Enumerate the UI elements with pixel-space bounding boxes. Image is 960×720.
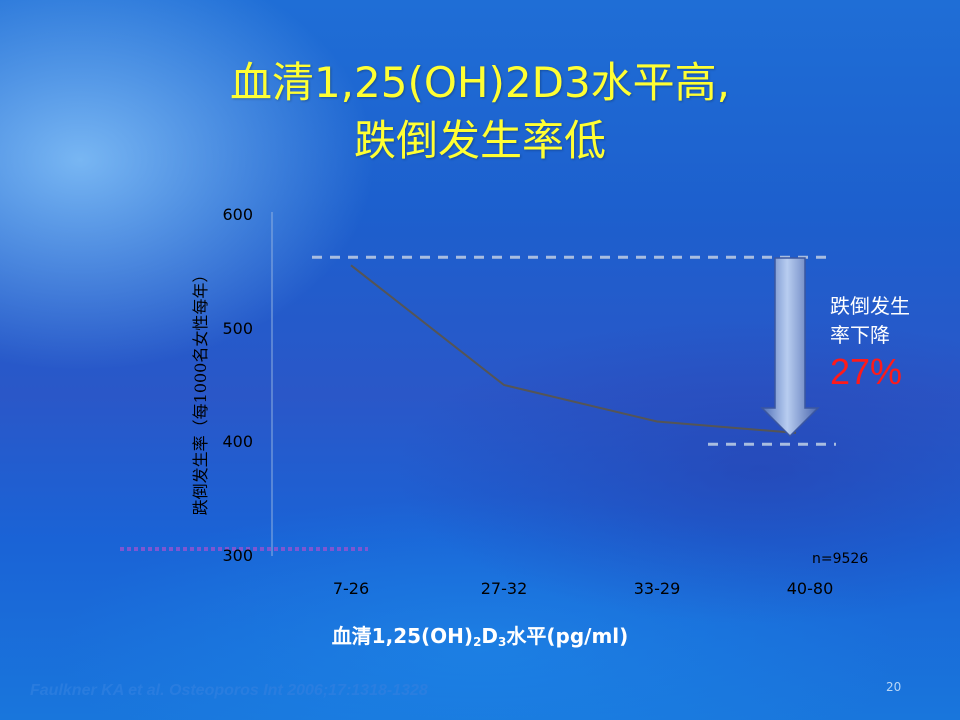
annotation-percent: 27%	[830, 351, 903, 392]
slide-title-line2: 跌倒发生率低	[353, 116, 606, 165]
annotation-line1: 跌倒发生	[830, 294, 910, 318]
citation: Faulkner KA et al. Osteoporos Int 2006;1…	[30, 682, 428, 699]
x-tick-label: 27-32	[481, 579, 528, 598]
down-arrow-icon	[760, 257, 820, 438]
x-tick-label: 7-26	[333, 579, 369, 598]
y-tick-300: 300	[222, 546, 253, 565]
reduction-annotation: 跌倒发生 率下降 27%	[830, 292, 910, 394]
x-axis-label-sub2: 3	[498, 635, 507, 649]
x-axis-label-part1: 血清1,25(OH)	[331, 624, 474, 648]
x-axis-label-sub1: 2	[473, 635, 482, 649]
page-number: 20	[886, 680, 902, 694]
annotation-line2: 率下降	[830, 323, 890, 347]
sample-size-label: n=9526	[812, 551, 869, 567]
data-series-line	[350, 264, 797, 434]
x-axis-label-part2: D	[481, 624, 499, 648]
slide-title-line1: 血清1,25(OH)2D3水平高,	[229, 58, 731, 107]
y-tick-400: 400	[222, 432, 253, 451]
x-tick-label: 33-29	[634, 579, 681, 598]
x-axis-label-part3: 水平(pg/ml)	[506, 624, 629, 648]
x-axis-label: 血清1,25(OH)2D3水平(pg/ml)	[0, 620, 960, 649]
y-tick-500: 500	[222, 319, 253, 338]
x-tick-label: 40-80	[787, 579, 834, 598]
y-tick-600: 600	[222, 205, 253, 224]
y-axis-label: 跌倒发生率（每1000名女性每年）	[191, 267, 210, 516]
